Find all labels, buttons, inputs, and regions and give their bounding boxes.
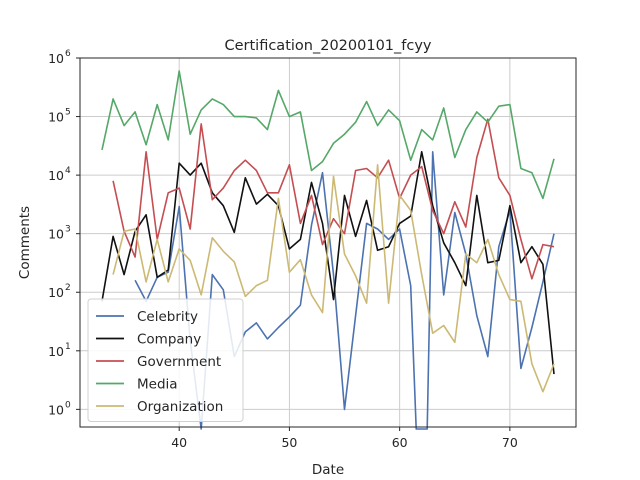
x-tick-label: 50 [281,435,297,450]
legend: Celebrity Company Government Media Organizat… [87,298,244,422]
series-line-company [101,151,555,375]
y-tick-exponent: 6 [65,49,71,59]
y-tick-label: 10 [48,344,64,359]
legend-label: Media [137,377,178,393]
y-tick-label: 10 [48,168,64,183]
y-tick-label: 10 [48,402,64,417]
y-tick-exponent: 1 [65,342,71,352]
y-tick-exponent: 5 [65,108,71,118]
legend-label: Company [137,332,201,348]
data-lines [101,70,555,430]
x-tick-label: 60 [392,435,408,450]
y-tick-exponent: 0 [65,400,71,410]
x-axis-label: Date [312,462,344,478]
legend-label: Organization [137,399,223,415]
series-line-media [101,70,555,200]
y-tick-exponent: 3 [65,225,71,235]
x-axis-ticks: 40 50 60 70 [171,427,518,450]
legend-label: Government [137,354,221,370]
y-axis-label: Comments [17,206,33,279]
y-tick-label: 10 [48,110,64,125]
chart-title: Certification_20200101_fcyy [224,38,431,54]
series-line-government [112,118,555,280]
series-line-organization [112,164,555,393]
x-tick-label: 70 [502,435,518,450]
y-tick-exponent: 2 [65,283,71,293]
y-tick-label: 10 [48,227,64,242]
x-tick-label: 40 [171,435,187,450]
legend-box [87,298,244,422]
y-tick-label: 10 [48,285,64,300]
legend-label: Celebrity [137,309,198,325]
plot-frame [79,57,577,428]
y-tick-exponent: 4 [65,166,71,176]
y-tick-label: 10 [48,51,64,66]
